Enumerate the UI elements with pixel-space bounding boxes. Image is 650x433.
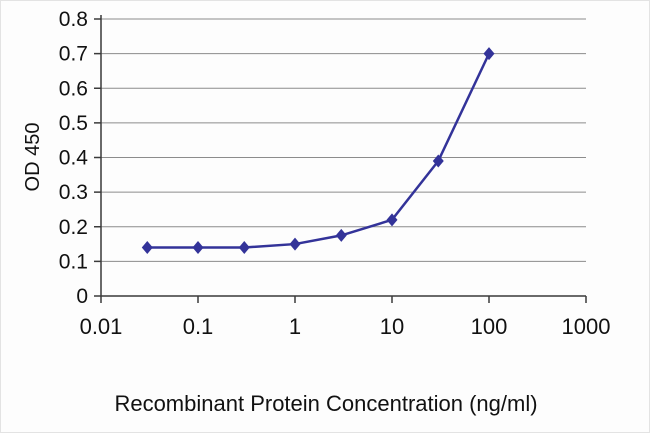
y-tick-label: 0 xyxy=(76,285,88,308)
y-tick-label: 0.5 xyxy=(59,112,88,135)
chart-svg: 0 0.1 0.2 0.3 0.4 0.5 0.6 0.7 0.8 0.01 0.1 1 10 100 10… xyxy=(59,8,611,339)
x-tick-label: 0.01 xyxy=(80,314,123,339)
x-tick-label: 1 xyxy=(289,314,301,339)
y-tick-label: 0.6 xyxy=(59,77,88,100)
x-tick-label: 100 xyxy=(471,314,508,339)
data-point-marker xyxy=(432,154,444,168)
y-tick-label: 0.8 xyxy=(59,8,88,31)
data-point-marker xyxy=(335,228,347,242)
y-tick-label: 0.7 xyxy=(59,43,88,66)
data-point-marker xyxy=(386,213,398,227)
data-point-marker xyxy=(141,241,153,255)
y-tick-label: 0.4 xyxy=(59,147,89,170)
x-tick-label: 10 xyxy=(380,314,404,339)
x-axis-title: Recombinant Protein Concentration (ng/ml… xyxy=(114,391,538,416)
series-line xyxy=(147,53,491,249)
y-tick-label: 0.3 xyxy=(59,181,88,204)
x-tick-label: 1000 xyxy=(562,314,611,339)
y-tick-label: 0.2 xyxy=(59,216,88,239)
x-tick-label: 0.1 xyxy=(183,314,214,339)
y-tick-label: 0.1 xyxy=(59,250,88,273)
data-point-marker xyxy=(483,47,495,61)
data-point-marker xyxy=(289,237,301,251)
data-point-marker xyxy=(192,241,204,255)
data-point-marker xyxy=(238,241,250,255)
